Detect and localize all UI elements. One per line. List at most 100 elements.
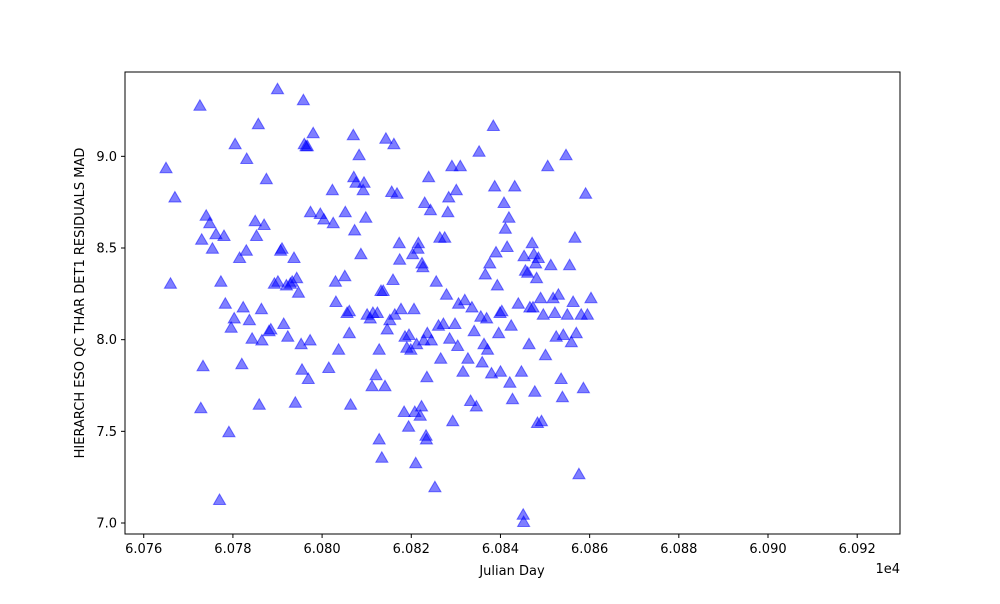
data-point: [511, 296, 526, 309]
data-point: [415, 260, 430, 273]
data-point: [497, 195, 511, 208]
data-point: [159, 161, 173, 174]
data-point: [423, 203, 438, 216]
data-point: [411, 236, 426, 249]
data-point: [372, 432, 387, 445]
data-point: [522, 337, 536, 350]
data-point: [270, 82, 285, 95]
data-point: [251, 117, 266, 130]
data-point: [248, 214, 263, 227]
data-point: [321, 360, 336, 373]
data-point: [276, 316, 291, 329]
data-point: [413, 408, 428, 421]
data-point: [584, 291, 598, 304]
data-point: [301, 371, 316, 384]
data-point: [390, 186, 404, 199]
data-point: [487, 179, 502, 192]
data-point: [419, 432, 434, 445]
data-point: [494, 304, 509, 317]
data-point: [444, 159, 459, 172]
data-point: [540, 159, 555, 172]
data-point: [562, 258, 577, 271]
x-tick-label: 6.088: [660, 542, 697, 557]
data-point: [196, 359, 210, 372]
data-point: [502, 210, 516, 223]
data-point: [551, 287, 566, 300]
data-point: [493, 364, 508, 377]
data-point: [291, 285, 306, 298]
data-point: [287, 251, 301, 263]
data-point: [580, 307, 595, 320]
data-point: [326, 216, 341, 229]
data-point: [289, 271, 304, 284]
data-point: [296, 93, 311, 106]
data-point: [408, 456, 423, 469]
data-point: [357, 175, 371, 188]
y-tick-label: 8.0: [96, 333, 117, 348]
data-point: [294, 337, 309, 350]
data-point: [193, 401, 208, 414]
data-point: [295, 362, 309, 375]
data-point: [448, 316, 462, 329]
data-point: [372, 342, 387, 355]
data-point: [560, 307, 575, 320]
data-point: [254, 302, 269, 315]
data-point: [378, 131, 393, 144]
data-point: [429, 274, 444, 287]
data-point: [437, 230, 452, 243]
data-point: [433, 351, 448, 364]
data-point: [232, 251, 247, 263]
data-point: [342, 326, 357, 339]
data-point: [445, 414, 460, 427]
data-point: [460, 351, 475, 364]
data-point: [572, 467, 586, 480]
data-point: [288, 395, 303, 408]
y-axis: 7.0 7.5 8.0 8.5 9.0: [96, 150, 125, 532]
data-point: [316, 212, 331, 225]
data-point: [394, 302, 408, 315]
data-point: [352, 148, 367, 161]
data-point: [525, 236, 540, 249]
data-point: [343, 397, 358, 410]
data-point: [257, 217, 272, 230]
data-point: [376, 283, 391, 296]
data-point: [441, 190, 456, 203]
data-point: [502, 375, 517, 388]
x-tick-label: 6.076: [125, 542, 162, 557]
data-point: [538, 348, 553, 361]
data-point: [218, 296, 233, 309]
data-point: [531, 250, 546, 263]
data-point: [303, 333, 317, 346]
data-point: [505, 392, 520, 405]
data-point: [424, 333, 439, 346]
data-point: [482, 256, 497, 269]
data-point: [221, 425, 236, 438]
data-point: [331, 342, 346, 355]
data-point: [303, 205, 318, 218]
data-point: [356, 183, 371, 196]
data-point: [338, 205, 353, 218]
data-point: [342, 304, 357, 317]
data-point: [386, 273, 400, 285]
data-point: [475, 355, 490, 368]
data-point: [236, 300, 251, 313]
data-point: [527, 384, 542, 397]
x-tick-label: 6.090: [749, 542, 786, 557]
x-axis-label: Julian Day: [478, 564, 545, 579]
data-point: [347, 223, 362, 236]
data-point: [417, 195, 432, 208]
data-point: [421, 170, 436, 183]
data-point: [401, 419, 416, 432]
data-point: [536, 307, 551, 320]
data-point: [479, 311, 494, 324]
data-point: [234, 357, 249, 370]
data-point: [442, 331, 457, 344]
data-point: [547, 305, 562, 318]
x-tick-label: 6.086: [571, 542, 608, 557]
data-point: [569, 326, 584, 339]
data-point: [239, 151, 254, 164]
data-point: [306, 126, 321, 139]
plot-background: [125, 72, 900, 534]
data-point: [555, 390, 570, 403]
data-point: [467, 324, 482, 337]
